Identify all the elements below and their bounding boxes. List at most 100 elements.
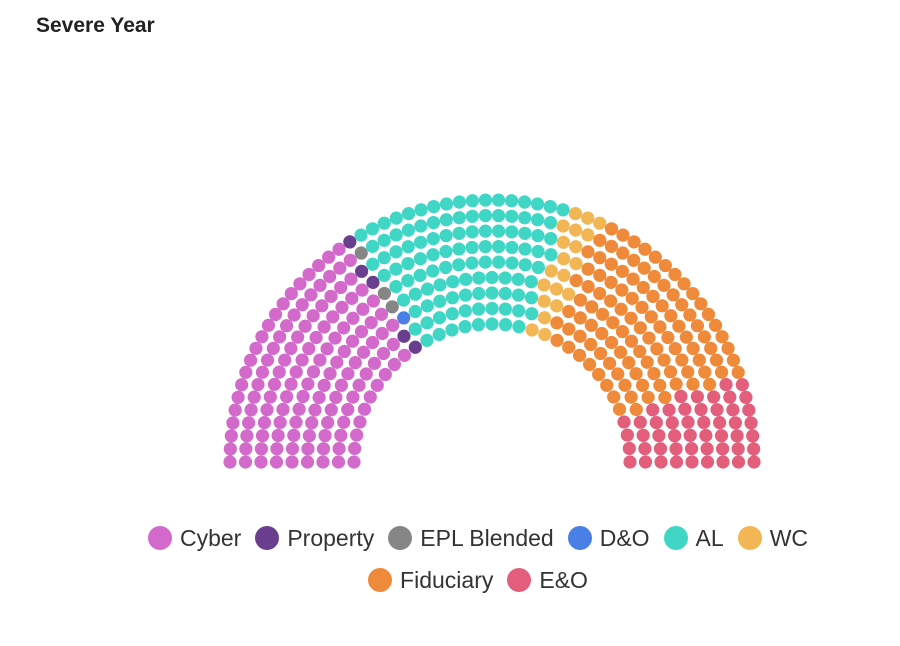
seat-dot-al (485, 317, 499, 331)
seat-dot-cyber (266, 341, 280, 355)
seat-dot-al (408, 304, 422, 319)
seat-dot-al (458, 320, 472, 334)
legend-item-fiduciary[interactable]: Fiduciary (368, 567, 493, 594)
seat-dot-cyber (397, 348, 412, 362)
seat-dot-cyber (267, 377, 282, 391)
seat-dot-cyber (318, 428, 332, 443)
seat-dot-al (377, 233, 391, 247)
seat-dot-fiduciary (604, 239, 619, 253)
seat-dot-al (504, 194, 519, 208)
seat-dot-fiduciary (640, 355, 654, 369)
seat-dot-al (401, 256, 415, 271)
seat-dot-wc (581, 228, 595, 242)
seat-dot-cyber (271, 428, 285, 443)
seat-dot-property (343, 235, 357, 249)
seat-dot-cyber (357, 402, 372, 416)
legend-item-e-o[interactable]: E&O (507, 567, 588, 594)
seat-dot-cyber (302, 267, 316, 282)
seat-dot-al (524, 291, 539, 305)
seat-dot-cyber (344, 272, 358, 286)
seat-dot-al (452, 195, 467, 209)
seat-dot-wc (556, 219, 570, 233)
seat-dot-fiduciary (604, 257, 618, 271)
seat-dot-cyber (305, 416, 319, 430)
legend-swatch-epl-blended (388, 526, 413, 550)
chart-legend: Cyber Property EPL Blended D&O AL WC Fiduciary… (0, 520, 900, 604)
seat-dot-e-o (731, 442, 745, 456)
chart-title: Severe Year (36, 14, 155, 37)
seat-dot-fiduciary (642, 331, 656, 345)
seat-dot-al (365, 222, 380, 236)
seat-dot-al (389, 211, 403, 225)
seat-dot-e-o (668, 429, 682, 443)
seat-dot-cyber (320, 342, 334, 356)
seat-dot-cyber (312, 390, 326, 405)
seat-dot-cyber (251, 377, 265, 392)
seat-dot-cyber (323, 366, 337, 381)
legend-item-al[interactable]: AL (663, 524, 724, 552)
seat-dot-cyber (263, 390, 277, 404)
seat-dot-property (408, 340, 422, 354)
seat-dot-al (512, 304, 526, 318)
seat-dot-cyber (324, 403, 338, 417)
seat-dot-cyber (370, 378, 384, 392)
legend-item-wc[interactable]: WC (737, 525, 808, 552)
seat-dot-fiduciary (612, 402, 627, 416)
seat-dot-d-o (397, 311, 411, 325)
seat-dot-e-o (746, 429, 760, 443)
seat-dot-fiduciary (726, 353, 741, 367)
seat-dot-wc (537, 311, 552, 325)
seat-dot-fiduciary (625, 291, 639, 305)
seat-dot-fiduciary (679, 330, 693, 344)
seat-dot-fiduciary (624, 311, 638, 325)
seat-dot-cyber (346, 311, 360, 325)
seat-dot-e-o (654, 455, 668, 469)
seat-dot-cyber (302, 429, 316, 443)
seat-dot-al (478, 240, 492, 254)
seat-dot-cyber (363, 390, 377, 404)
seat-dot-fiduciary (604, 222, 619, 236)
seat-dot-fiduciary (638, 242, 652, 256)
seat-dot-fiduciary (627, 235, 641, 249)
seat-dot-cyber (316, 455, 330, 469)
seat-dot-fiduciary (629, 367, 643, 381)
seat-dot-cyber (386, 318, 400, 332)
seat-dot-fiduciary (622, 356, 636, 370)
seat-dot-e-o (638, 442, 652, 456)
legend-item-d-o[interactable]: D&O (567, 525, 650, 552)
seat-dot-cyber (276, 297, 290, 311)
seat-dot-e-o (685, 455, 699, 469)
seat-dot-fiduciary (592, 367, 606, 382)
legend-item-cyber[interactable]: Cyber (147, 525, 241, 552)
seat-dot-al (446, 275, 460, 289)
seat-dot-al (426, 264, 440, 278)
seat-dot-cyber (261, 318, 276, 332)
seat-dot-e-o (723, 390, 737, 404)
legend-swatch-property (255, 526, 280, 550)
seat-dot-fiduciary (616, 228, 630, 242)
seat-dot-cyber (324, 289, 338, 303)
seat-dot-cyber (235, 378, 249, 392)
legend-label-al: AL (695, 524, 724, 551)
seat-dot-al (518, 242, 532, 256)
seat-dot-cyber (289, 365, 303, 379)
seat-dot-al (485, 270, 499, 285)
seat-dot-fiduciary (686, 341, 700, 356)
seat-dot-fiduciary (692, 353, 706, 367)
seat-dot-cyber (329, 390, 343, 404)
seat-dot-fiduciary (677, 277, 691, 291)
seat-dot-e-o (620, 428, 634, 442)
seat-dot-al (505, 209, 519, 223)
seat-dot-al (389, 228, 403, 242)
seat-dot-al (505, 256, 519, 270)
seat-dot-cyber (287, 308, 301, 322)
seat-dot-cyber (345, 334, 360, 348)
seat-dot-cyber (333, 261, 347, 275)
legend-row: Fiduciary E&O (0, 562, 900, 598)
seat-dot-al (531, 244, 545, 259)
seat-dot-al (439, 197, 454, 211)
legend-item-property[interactable]: Property (255, 525, 374, 552)
seat-dot-fiduciary (615, 324, 630, 339)
legend-item-epl-blended[interactable]: EPL Blended (388, 525, 554, 552)
seat-dot-fiduciary (582, 357, 597, 372)
